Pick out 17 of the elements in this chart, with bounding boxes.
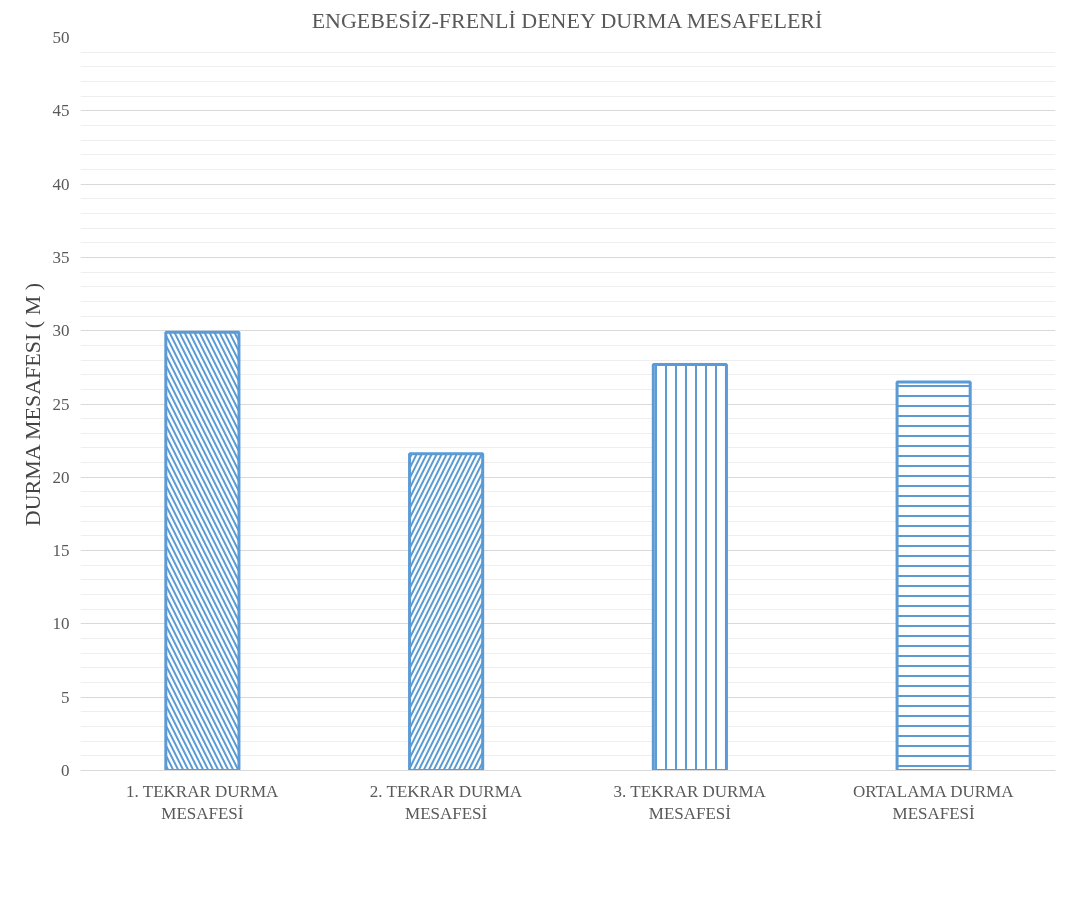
x-tick-label: 1. TEKRAR DURMA MESAFESİ: [126, 781, 280, 824]
y-tick-label: 15: [52, 541, 70, 561]
y-tick-label: 30: [52, 321, 70, 341]
y-tick-label: 5: [61, 687, 70, 707]
y-tick-label: 0: [61, 761, 70, 780]
y-tick-label: 25: [52, 394, 70, 414]
y-tick-label: 35: [52, 247, 70, 267]
y-tick-label: 40: [52, 174, 70, 194]
y-axis-title: DURMA MESAFESI ( M ): [19, 282, 45, 527]
y-tick-label: 50: [52, 28, 70, 47]
x-tick-label: 2. TEKRAR DURMA MESAFESİ: [369, 781, 523, 824]
x-tick-label: ORTALAMA DURMA MESAFESİ: [852, 781, 1015, 824]
y-tick-label: 10: [52, 614, 70, 634]
x-tick-label: 3. TEKRAR DURMA MESAFESİ: [613, 781, 767, 824]
y-tick-label: 45: [52, 101, 70, 121]
chart-title: ENGEBESİZ-FRENLİ DENEY DURMA MESAFELERİ: [311, 7, 823, 33]
y-tick-label: 20: [52, 467, 70, 487]
